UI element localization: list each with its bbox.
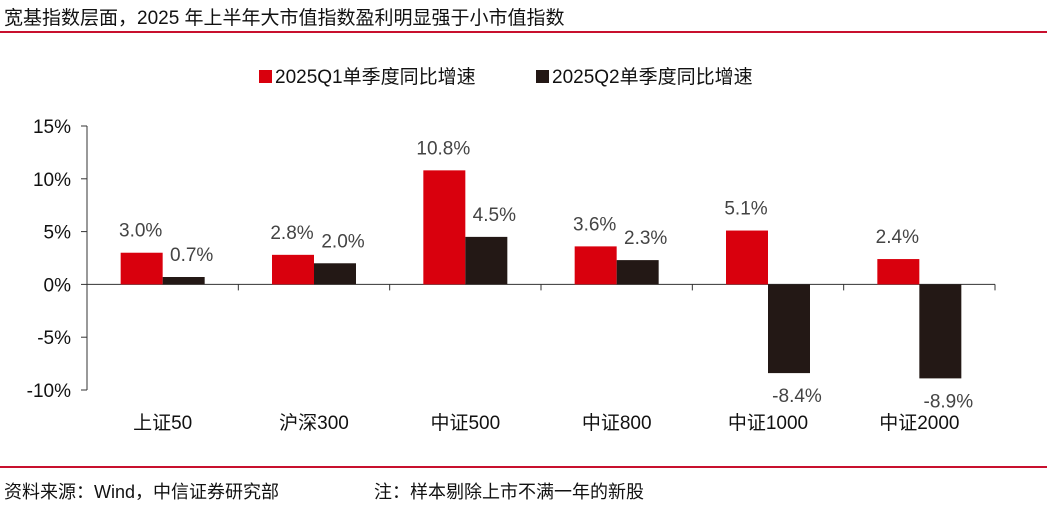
y-tick-label: 0% <box>44 275 72 296</box>
x-tick-label: 沪深300 <box>279 412 349 434</box>
bars <box>120 170 962 379</box>
x-tick-label: 上证50 <box>133 412 192 434</box>
chart-title: 宽基指数层面，2025 年上半年大市值指数盈利明显强于小市值指数 <box>4 8 565 29</box>
data-label: 2.8% <box>270 223 313 244</box>
bar-q2 <box>919 284 962 379</box>
data-label: 2.0% <box>321 231 364 252</box>
data-label: 2.4% <box>876 227 919 248</box>
bar-q1 <box>272 254 314 285</box>
data-label: -8.9% <box>924 391 974 412</box>
bar-chart: 2025Q1单季度同比增速 2025Q2单季度同比增速 15% 10% 5% 0% -5… <box>27 66 996 434</box>
data-label: 3.6% <box>573 214 616 235</box>
x-tick-label: 中证1000 <box>728 412 808 434</box>
data-label: 2.3% <box>624 228 667 249</box>
legend-label-q1: 2025Q1单季度同比增速 <box>275 66 476 88</box>
bar-q2 <box>465 236 508 285</box>
legend-swatch-q2 <box>536 70 549 83</box>
x-tick-label: 中证2000 <box>879 412 959 434</box>
data-label: 10.8% <box>416 138 470 159</box>
bar-q2 <box>616 260 659 285</box>
y-tick-label: -10% <box>27 381 71 402</box>
data-label: 5.1% <box>724 199 767 220</box>
y-tick-label: 15% <box>33 117 71 138</box>
bar-q1 <box>574 246 617 285</box>
bar-q1 <box>120 252 163 285</box>
sample-note: 注：样本剔除上市不满一年的新股 <box>374 482 644 502</box>
data-labels: 3.0% 2.8% 10.8% 3.6% 5.1% 2.4% 0.7% 2.0% 4.5% 2.3… <box>119 138 973 412</box>
x-tick-label: 中证500 <box>430 412 500 434</box>
legend-swatch-q1 <box>259 70 272 83</box>
bar-q1 <box>877 259 920 285</box>
data-label: 3.0% <box>119 221 162 242</box>
bar-q2 <box>162 277 205 285</box>
y-tick-label: 10% <box>33 170 71 191</box>
source-note: 资料来源：Wind，中信证券研究部 <box>4 482 280 502</box>
x-tick-label: 中证800 <box>582 412 652 434</box>
y-tick-label: 5% <box>44 223 72 244</box>
legend-label-q2: 2025Q2单季度同比增速 <box>552 66 753 88</box>
axes: 15% 10% 5% 0% -5% -10% 上证50 沪深300 中证500 中证800 中证10… <box>27 117 996 434</box>
bar-q2 <box>768 284 810 374</box>
bar-q1 <box>726 230 768 285</box>
footer-divider <box>0 466 1047 468</box>
data-label: -8.4% <box>772 386 822 407</box>
title-divider <box>0 31 1047 33</box>
data-label: 0.7% <box>170 245 213 266</box>
y-tick-label: -5% <box>37 328 71 349</box>
legend: 2025Q1单季度同比增速 2025Q2单季度同比增速 <box>259 66 753 88</box>
bar-q1 <box>423 170 466 285</box>
bar-q2 <box>314 263 356 285</box>
data-label: 4.5% <box>473 205 516 226</box>
